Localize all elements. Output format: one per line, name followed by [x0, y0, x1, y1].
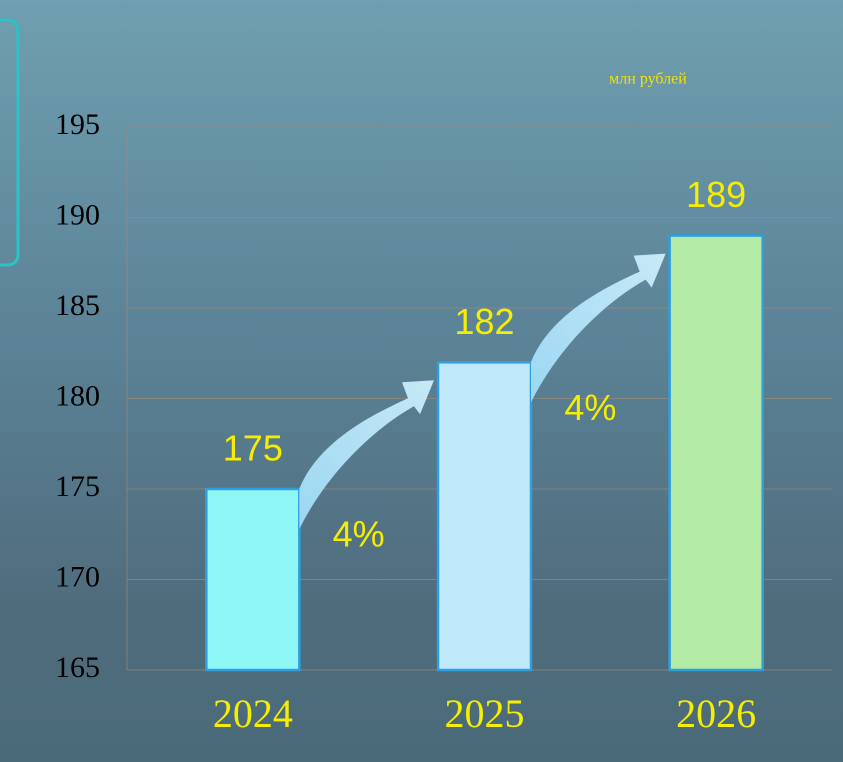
growth-label: 4% [333, 514, 385, 555]
side-frame [0, 18, 20, 267]
x-tick-label: 2025 [445, 691, 525, 736]
growth-label: 4% [564, 387, 616, 428]
y-tick-label: 185 [55, 289, 100, 322]
x-tick-label: 2026 [676, 691, 756, 736]
y-tick-label: 180 [55, 379, 100, 412]
bar [205, 487, 301, 672]
unit-label: млн рублей [609, 71, 687, 88]
growth-arrow [531, 253, 666, 403]
y-tick-label: 175 [55, 470, 100, 503]
bar [668, 234, 764, 672]
value-label: 189 [686, 174, 746, 215]
value-label: 175 [223, 428, 283, 469]
bar [436, 361, 533, 672]
growth-arrow [299, 380, 434, 529]
y-tick-label: 190 [55, 198, 100, 231]
y-tick-label: 195 [55, 108, 100, 141]
value-label: 182 [454, 301, 514, 342]
y-tick-label: 170 [55, 560, 100, 593]
y-tick-label: 165 [55, 651, 100, 684]
x-tick-label: 2024 [213, 691, 293, 736]
